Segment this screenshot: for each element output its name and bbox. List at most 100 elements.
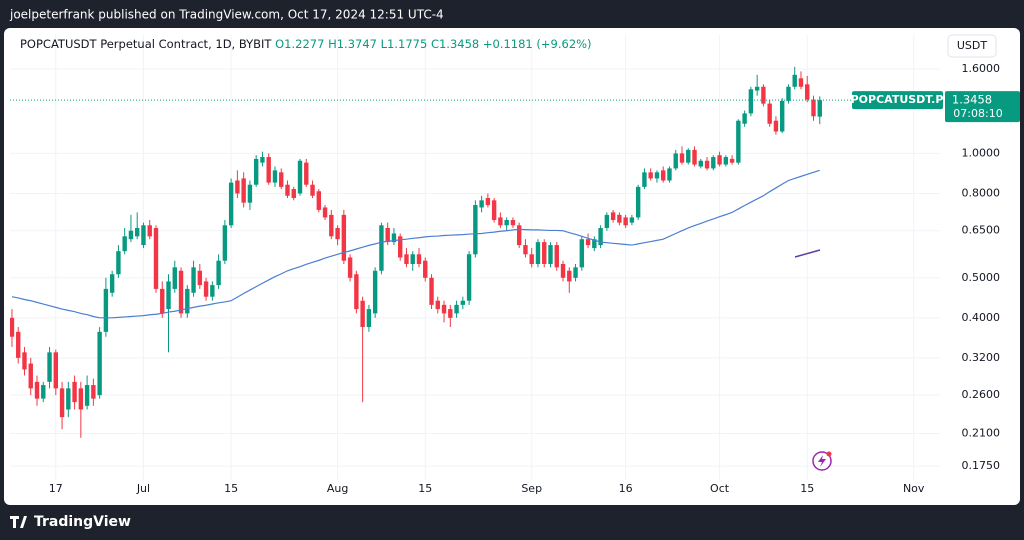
legend-change: +0.1181 (+9.62%) bbox=[483, 37, 592, 51]
y-tick-label: 0.2600 bbox=[962, 388, 1001, 401]
candle-body bbox=[773, 120, 779, 132]
candle-body bbox=[554, 245, 559, 268]
x-tick-label: Jul bbox=[136, 482, 150, 495]
candle-body bbox=[523, 245, 528, 255]
legend-symbol: POPCATUSDT Perpetual Contract, 1D, BYBIT bbox=[20, 37, 272, 51]
publish-info: joelpeterfrank published on TradingView.… bbox=[9, 8, 444, 22]
candle-body bbox=[47, 352, 52, 382]
candle-body bbox=[585, 239, 591, 246]
candle-body bbox=[109, 274, 115, 293]
legend-open: O1.2277 bbox=[275, 37, 324, 51]
candle-body bbox=[122, 236, 127, 252]
price-tag bbox=[945, 91, 1020, 123]
candle-body bbox=[698, 160, 703, 167]
candle-body bbox=[347, 257, 353, 278]
candle-body bbox=[479, 200, 484, 208]
candle-body bbox=[454, 304, 459, 314]
x-tick-label: 15 bbox=[418, 482, 432, 495]
candle-body bbox=[128, 230, 134, 240]
candle-body bbox=[166, 281, 171, 310]
candle-body bbox=[197, 270, 203, 286]
x-tick-label: 15 bbox=[800, 482, 814, 495]
candle-body bbox=[548, 245, 553, 264]
candle-body bbox=[805, 84, 810, 100]
candle-body bbox=[592, 239, 597, 249]
candle-body bbox=[185, 288, 190, 314]
candle-body bbox=[567, 270, 572, 282]
candle-body bbox=[560, 263, 566, 278]
y-tick-label: 0.6500 bbox=[962, 224, 1001, 237]
candle-body bbox=[542, 242, 547, 264]
candle-body bbox=[604, 214, 610, 228]
symbol-tag bbox=[852, 91, 943, 110]
currency[interactable]: USDT bbox=[957, 39, 988, 52]
alert-icon[interactable] bbox=[812, 451, 832, 471]
candle-body bbox=[416, 254, 422, 264]
y-tick-label: 0.4000 bbox=[962, 311, 1001, 324]
candle-body bbox=[711, 157, 716, 169]
currency-box[interactable] bbox=[947, 34, 997, 58]
candle-body bbox=[141, 225, 146, 246]
candle-body bbox=[153, 227, 159, 289]
candle-body bbox=[391, 233, 397, 243]
candle-body bbox=[441, 304, 447, 314]
candle-body bbox=[22, 352, 27, 370]
candle-body bbox=[241, 178, 246, 203]
brand-logo bbox=[10, 516, 27, 528]
moving-average bbox=[11, 169, 820, 319]
candle-body bbox=[260, 157, 265, 163]
candle-body bbox=[116, 251, 121, 275]
candle-body bbox=[529, 254, 534, 264]
candle-body bbox=[573, 267, 578, 278]
candle-body bbox=[34, 381, 40, 399]
candle-body bbox=[648, 172, 653, 179]
candle-body bbox=[667, 168, 672, 181]
y-tick-label: 0.2100 bbox=[962, 426, 1001, 439]
y-tick-label: 1.6000 bbox=[962, 62, 1001, 75]
candle-body bbox=[297, 160, 303, 194]
candle-body bbox=[291, 189, 296, 199]
alert-dot bbox=[826, 451, 832, 457]
x-tick-label: Aug bbox=[327, 482, 348, 495]
candle-body bbox=[322, 207, 328, 218]
candle-body bbox=[316, 191, 321, 210]
candle-body bbox=[661, 170, 666, 181]
candle-body bbox=[216, 260, 221, 286]
candle-body bbox=[579, 239, 585, 268]
candle-body bbox=[91, 385, 96, 399]
candle-body bbox=[210, 285, 215, 297]
x-tick-label: 16 bbox=[619, 482, 633, 495]
legend: POPCATUSDT Perpetual Contract, 1D, BYBIT… bbox=[20, 37, 592, 51]
candle-body bbox=[792, 74, 797, 87]
candle-body bbox=[748, 89, 754, 114]
chart-body bbox=[4, 28, 1020, 505]
brand: TradingView bbox=[34, 514, 131, 530]
candle-body bbox=[460, 300, 466, 305]
candle-body bbox=[754, 86, 760, 91]
plot bbox=[10, 66, 940, 438]
candle-body bbox=[673, 153, 678, 169]
candle-body bbox=[97, 331, 102, 396]
candle-body bbox=[435, 300, 440, 310]
candle-body bbox=[366, 309, 372, 328]
candle-body bbox=[761, 86, 766, 104]
legend-close: C1.3458 bbox=[431, 37, 479, 51]
candle-body bbox=[498, 217, 503, 226]
candle-body bbox=[266, 157, 271, 183]
candle-body bbox=[504, 220, 509, 226]
candle-body bbox=[222, 225, 228, 261]
candle-body bbox=[341, 214, 347, 261]
axes: 1.6000 1.0000 0.8000 0.6500 0.5000 0.4000 0.32… bbox=[49, 62, 1000, 495]
candle-body bbox=[617, 214, 622, 223]
candle-body bbox=[692, 149, 697, 165]
candle-body bbox=[279, 172, 284, 187]
x-tick-label: Oct bbox=[710, 482, 730, 495]
candle-body bbox=[84, 385, 90, 406]
candle-body bbox=[354, 274, 359, 310]
candle-body bbox=[811, 99, 816, 117]
y-tick-label: 1.0000 bbox=[962, 146, 1001, 159]
candle-body bbox=[28, 363, 33, 389]
candle-body bbox=[78, 388, 84, 410]
candle-body bbox=[723, 157, 729, 165]
